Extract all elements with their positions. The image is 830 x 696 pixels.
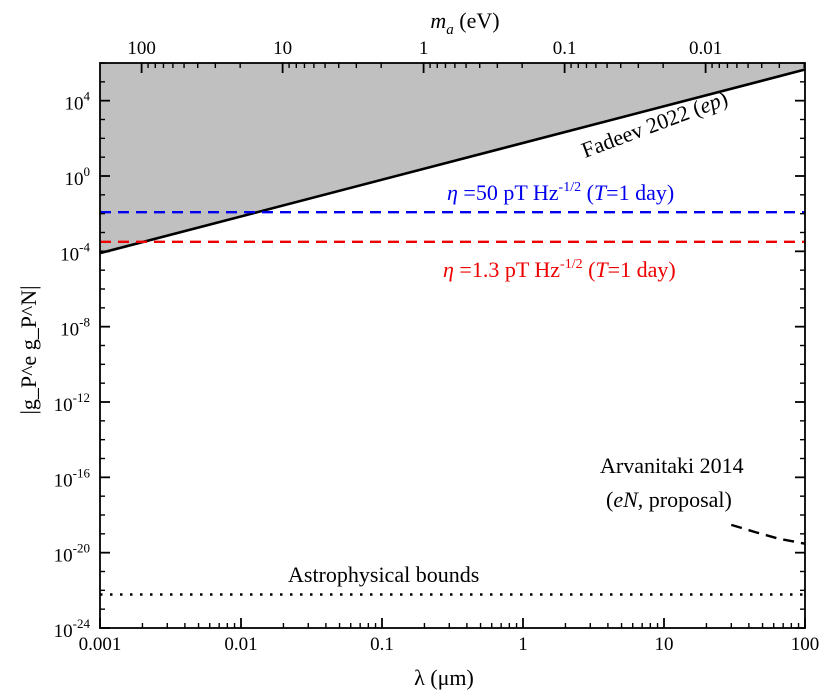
arvanitaki-label-line1: Arvanitaki 2014: [600, 453, 744, 478]
x2-tick-label: 0.01: [689, 38, 722, 59]
x-tick-label: 0.1: [370, 634, 394, 655]
arvanitaki-line: [730, 523, 806, 545]
y-tick-label: 10-16: [54, 465, 91, 491]
eta50-label: η =50 pT Hz-1/2 (T=1 day): [447, 180, 674, 205]
y-tick-label: 10-24: [54, 616, 91, 642]
y-tick-label: 100: [65, 164, 91, 190]
x-tick-label: 1: [518, 634, 528, 655]
x-axis-title: λ (μm): [414, 665, 474, 690]
fadeev-excluded-region: [100, 63, 805, 254]
y-tick-label: 10-12: [54, 390, 90, 416]
eta13-label: η =1.3 pT Hz-1/2 (T=1 day): [443, 257, 676, 282]
x-tick-label: 0.001: [79, 634, 122, 655]
y-tick-label: 10-8: [60, 315, 90, 341]
x2-tick-label: 0.1: [553, 38, 577, 59]
y-ticks: 104 100 10-4 10-8 10-12 10-16 10-20 10-24: [54, 62, 805, 642]
x-tick-label: 0.01: [224, 634, 257, 655]
arvanitaki-label-line2: (eN, proposal): [606, 487, 732, 512]
x2-tick-label: 1: [419, 38, 429, 59]
y-tick-label: 10-4: [60, 239, 90, 265]
x2-axis-title: ma (eV): [430, 8, 499, 38]
fadeev-line: [99, 68, 806, 255]
x-tick-label: 10: [655, 634, 674, 655]
x-tick-label: 100: [791, 634, 820, 655]
y-tick-label: 104: [65, 89, 91, 115]
astro-label: Astrophysical bounds: [288, 562, 479, 587]
x-ticks: 0.001 0.01 0.1 1 10 100: [79, 618, 820, 655]
x2-tick-label: 100: [127, 38, 156, 59]
x2-ticks: 100 10 1 0.1 0.01: [127, 38, 805, 73]
y-tick-label: 10-20: [54, 541, 90, 567]
y-axis-title: |g_P^e g_P^N|: [16, 285, 41, 414]
x2-tick-label: 10: [273, 38, 292, 59]
